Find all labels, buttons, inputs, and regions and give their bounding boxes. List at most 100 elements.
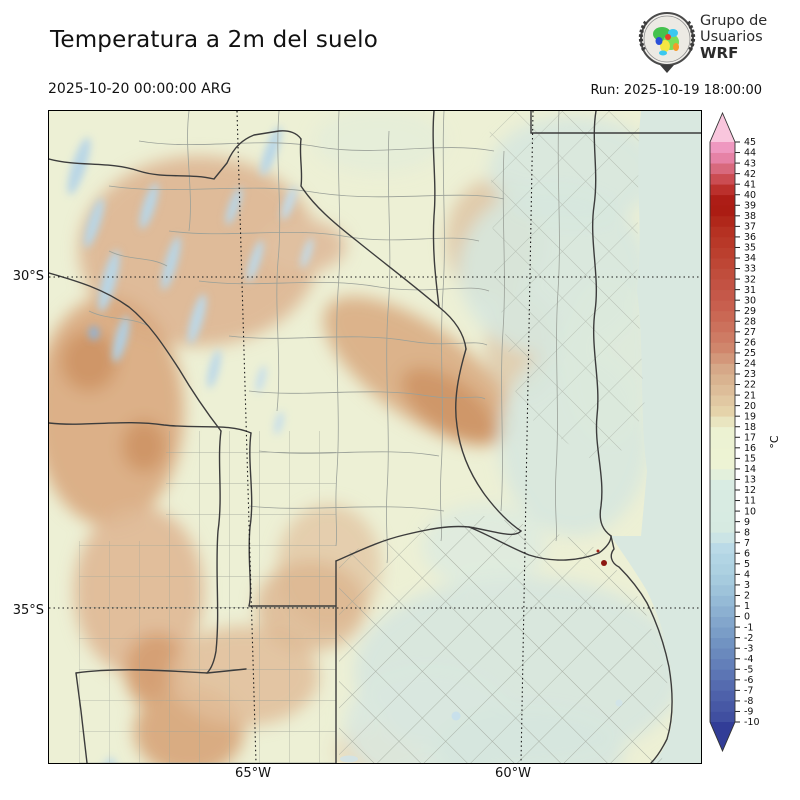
- colorbar-tick-label: 40: [744, 190, 756, 201]
- colorbar-tick-label: 10: [744, 506, 756, 517]
- colorbar-tick-label: -4: [744, 654, 753, 665]
- rio-de-la-plata-water: [611, 531, 701, 763]
- colorbar-tick-label: 43: [744, 158, 756, 169]
- globe-emblem-icon: [638, 12, 696, 73]
- colorbar-cell: [710, 152, 735, 164]
- colorbar-cell: [710, 331, 735, 343]
- colorbar-tick-label: 44: [744, 148, 756, 159]
- colorbar-cell: [710, 268, 735, 280]
- colorbar-tick-label: 35: [744, 243, 756, 254]
- colorbar-tick-label: 25: [744, 348, 756, 359]
- department-lines: [88, 110, 560, 564]
- colorbar-cell: [710, 236, 735, 248]
- city-hotspot: [601, 560, 607, 566]
- colorbar-tick-label: 4: [744, 570, 750, 581]
- colorbar-cell: [710, 321, 735, 333]
- colorbar-cell: [710, 648, 735, 660]
- colorbar-cell: [710, 342, 735, 354]
- colorbar-cell: [710, 279, 735, 291]
- colorbar-tick-label: 9: [744, 517, 750, 528]
- colorbar-tick-label: 24: [744, 359, 756, 370]
- colorbar-tick-label: -8: [744, 696, 753, 707]
- department-mesh: [79, 111, 671, 763]
- temperature-map: [34, 109, 702, 800]
- colorbar-tick-label: 33: [744, 264, 756, 275]
- colorbar-tick-label: 2: [744, 591, 750, 602]
- colorbar-tick-label: 6: [744, 548, 750, 559]
- colorbar-cell: [710, 563, 735, 575]
- colorbar-tick-label: 20: [744, 401, 756, 412]
- colorbar-tick-label: 13: [744, 475, 756, 486]
- colorbar-cell: [710, 616, 735, 628]
- colorbar-cell: [710, 511, 735, 523]
- colorbar-ticks: 4544434241403938373635343332313029282726…: [735, 137, 760, 728]
- colorbar-cell: [710, 163, 735, 175]
- colorbar-tick-label: -7: [744, 686, 753, 697]
- colorbar-cell: [710, 468, 735, 480]
- colorbar-over-arrow: [710, 113, 735, 142]
- colorbar-tick-label: 39: [744, 200, 756, 211]
- lon-label-65w: 65°W: [235, 766, 271, 781]
- colorbar-cell: [710, 669, 735, 681]
- colorbar-cell: [710, 374, 735, 385]
- river-east-region: [637, 111, 701, 536]
- gridline-65w: [236, 110, 257, 764]
- colorbar-tick-label: 11: [744, 496, 756, 507]
- colorbar-cell: [710, 310, 735, 322]
- colorbar-tick-label: 12: [744, 485, 756, 496]
- colorbar-cell: [710, 247, 735, 259]
- colorbar-tick-label: 36: [744, 232, 756, 243]
- colorbar-cell: [710, 690, 735, 702]
- lat-label-30s: 30°S: [12, 269, 44, 284]
- colorbar-tick-label: 17: [744, 432, 756, 443]
- colorbar-cell: [710, 300, 735, 312]
- colorbar-cell: [710, 458, 735, 470]
- colorbar-tick-label: 34: [744, 253, 756, 264]
- colorbar-cell: [710, 426, 735, 438]
- colorbar-tick-label: 15: [744, 454, 756, 465]
- colorbar-cell: [710, 258, 735, 269]
- colorbar-under-arrow: [710, 722, 735, 751]
- colorbar-tick-label: -9: [744, 707, 753, 718]
- colorbar-cell: [710, 363, 735, 375]
- colorbar-cell: [710, 637, 735, 649]
- colorbar-cell: [710, 416, 735, 428]
- page-title: Temperatura a 2m del suelo: [50, 27, 379, 53]
- gridline-60w: [520, 110, 534, 764]
- map-details: [340, 549, 623, 763]
- colorbar-tick-label: 16: [744, 443, 756, 454]
- colorbar-cell: [710, 679, 735, 691]
- colorbar-tick-label: 22: [744, 380, 756, 391]
- colorbar-tick-label: 28: [744, 316, 756, 327]
- lat-label-35s: 35°S: [12, 603, 44, 618]
- colorbar-tick-label: 3: [744, 580, 750, 591]
- colorbar-tick-label: 7: [744, 538, 750, 549]
- colorbar-cell: [710, 479, 735, 491]
- colorbar-unit-label: °C: [768, 435, 781, 449]
- colorbar-cell: [710, 532, 735, 544]
- colorbar-tick-label: 18: [744, 422, 756, 433]
- colorbar-tick-label: 41: [744, 179, 756, 190]
- logo-line1: Grupo de: [700, 13, 768, 29]
- colorbar-cell: [710, 405, 735, 417]
- colorbar-tick-label: 42: [744, 169, 756, 180]
- colorbar-cell: [710, 553, 735, 565]
- colorbar-cell: [710, 595, 735, 607]
- temperature-colorbar: 45 44 43 42 41 40 39 38 37 36 35 34 33 32 31 30 29 28 27 26…: [706, 110, 800, 770]
- logo-line2: Usuarios: [700, 28, 763, 45]
- colorbar-cell: [710, 142, 735, 153]
- colorbar-cell: [710, 184, 735, 196]
- colorbar-cell: [710, 700, 735, 712]
- colorbar-tick-label: 32: [744, 274, 756, 285]
- colorbar-cell: [710, 658, 735, 670]
- graticule: [49, 110, 701, 764]
- wrf-users-group-logo: Grupo de Usuarios WRF: [638, 8, 798, 76]
- colorbar-tick-label: -6: [744, 675, 753, 686]
- colorbar-tick-label: 0: [744, 612, 750, 623]
- valid-time-label: 2025-10-20 00:00:00 ARG: [48, 81, 232, 97]
- colorbar-tick-label: 37: [744, 222, 756, 233]
- run-time-label: Run: 2025-10-19 18:00:00: [590, 83, 762, 98]
- map-canvas: [34, 109, 702, 800]
- colorbar-cell: [710, 490, 735, 501]
